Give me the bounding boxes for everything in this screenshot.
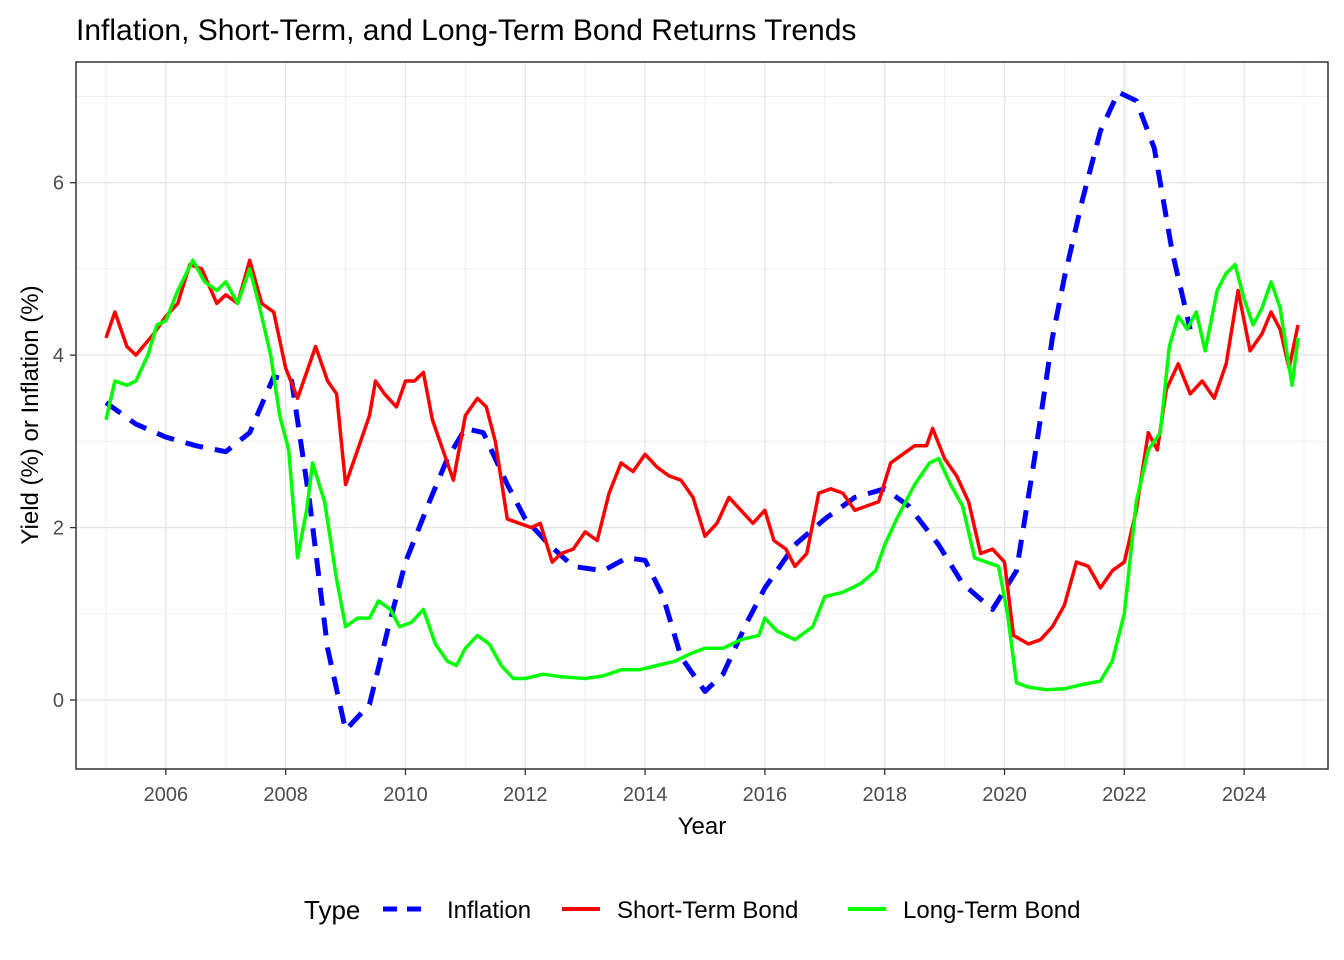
legend-label-inflation: Inflation [447, 897, 531, 924]
x-tick-label: 2020 [982, 784, 1027, 806]
x-tick-label: 2016 [743, 784, 788, 806]
chart-title: Inflation, Short-Term, and Long-Term Bon… [76, 14, 856, 47]
x-tick-label: 2024 [1222, 784, 1267, 806]
y-axis-title: Yield (%) or Inflation (%) [17, 285, 44, 544]
legend-label-short-term-bond: Short-Term Bond [617, 897, 798, 924]
legend-label-long-term-bond: Long-Term Bond [903, 897, 1080, 924]
x-tick-label: 2012 [503, 784, 548, 806]
x-tick-label: 2014 [623, 784, 668, 806]
x-tick-label: 2008 [263, 784, 308, 806]
series-line-inflation [104, 89, 1193, 733]
y-tick-label: 4 [53, 345, 64, 367]
series-line-long-term-bond [104, 258, 1300, 692]
series-line-short-term-bond [104, 258, 1300, 646]
legend-title: Type [304, 895, 360, 925]
y-tick-label: 0 [53, 690, 64, 712]
plot-panel-border [75, 61, 1329, 770]
y-axis: 0 2 4 6 [53, 173, 76, 712]
y-tick-label: 6 [53, 173, 64, 195]
minor-gridlines [76, 62, 1328, 769]
x-tick-label: 2022 [1102, 784, 1147, 806]
series-layer [104, 89, 1300, 733]
x-tick-label: 2018 [862, 784, 907, 806]
x-axis: 2006 2008 2010 2012 2014 2016 2018 2020 2022 2024 [144, 769, 1267, 806]
x-axis-title: Year [678, 813, 727, 840]
x-tick-label: 2006 [144, 784, 189, 806]
legend: Type Inflation Short-Term Bond Long-Term B… [304, 895, 1080, 925]
y-tick-label: 2 [53, 518, 64, 540]
x-tick-label: 2010 [383, 784, 428, 806]
